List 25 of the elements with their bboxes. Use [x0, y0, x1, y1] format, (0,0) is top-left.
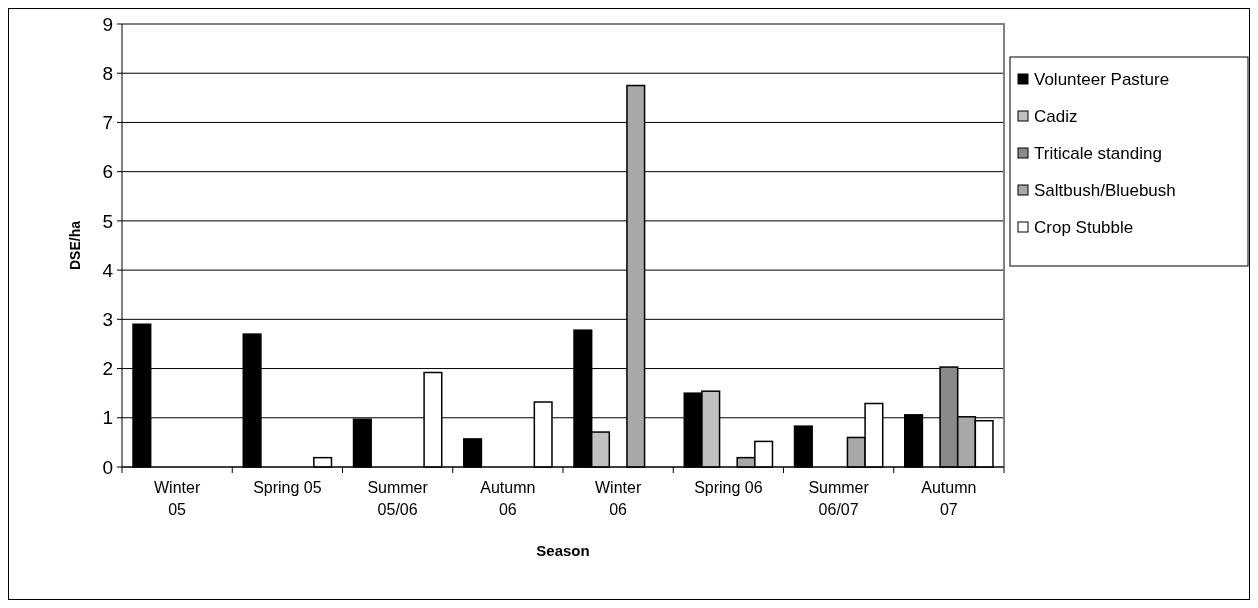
- x-tick-label: Spring 05: [253, 479, 322, 496]
- y-tick-label: 3: [102, 308, 113, 330]
- y-tick-label: 6: [102, 161, 113, 183]
- legend-label: Saltbush/Bluebush: [1034, 180, 1176, 200]
- x-tick-label: Winter 05: [154, 479, 201, 518]
- y-tick-label: 7: [102, 112, 113, 134]
- legend-label: Crop Stubble: [1034, 217, 1134, 237]
- x-axis-title: Season: [536, 542, 590, 559]
- legend-label: Volunteer Pasture: [1034, 69, 1170, 89]
- y-tick-label: 2: [102, 358, 113, 380]
- y-tick-label: 4: [102, 259, 114, 281]
- y-tick-label: 9: [102, 13, 113, 35]
- x-tick-label: Summer 06/07: [808, 479, 870, 518]
- legend-label: Triticale standing: [1034, 143, 1162, 163]
- y-axis-title: DSE/ha: [67, 220, 83, 271]
- y-tick-label: 1: [102, 407, 113, 429]
- x-tick-label: Autumn 07: [921, 479, 977, 518]
- y-tick-label: 8: [102, 62, 113, 84]
- x-tick-label: Summer 05/06: [367, 479, 429, 518]
- x-tick-label: Spring 06: [694, 479, 763, 496]
- x-tick-label: Winter 06: [595, 479, 642, 518]
- legend-label: Cadiz: [1034, 106, 1078, 126]
- x-tick-label: Autumn 06: [480, 479, 536, 518]
- y-tick-label: 5: [102, 210, 113, 232]
- y-tick-label: 0: [102, 456, 113, 478]
